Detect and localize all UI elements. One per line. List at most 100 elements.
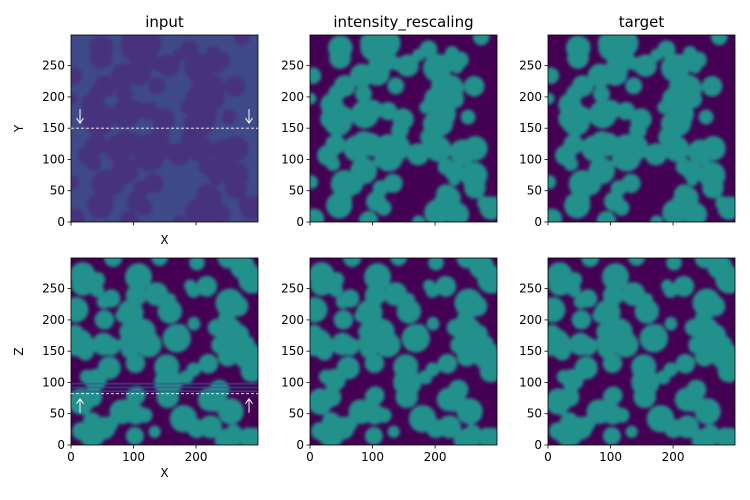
heatmap-blob bbox=[556, 369, 571, 384]
heatmap-blob bbox=[173, 215, 187, 222]
heatmap-blob bbox=[310, 175, 319, 189]
heatmap-blob bbox=[350, 157, 378, 185]
heatmap-blob bbox=[104, 258, 123, 268]
heatmap-blob bbox=[639, 324, 669, 353]
heatmap-blob bbox=[633, 385, 657, 409]
x-tick-label: 100 bbox=[599, 450, 622, 464]
y-tick-label: 250 bbox=[281, 282, 304, 296]
heatmap-blob bbox=[71, 296, 89, 323]
heatmap-blob bbox=[152, 59, 164, 71]
heatmap-blob bbox=[629, 121, 647, 139]
heatmap-blob bbox=[184, 279, 197, 292]
heatmap-blob bbox=[119, 210, 140, 222]
heatmap-blob bbox=[569, 416, 593, 440]
heatmap-blob bbox=[86, 134, 107, 155]
heatmap-image bbox=[548, 258, 735, 445]
heatmap-blob bbox=[715, 195, 730, 210]
heatmap-blob bbox=[613, 199, 630, 216]
y-tick-label: 0 bbox=[534, 215, 542, 229]
heatmap-blob bbox=[209, 379, 230, 400]
heatmap-blob bbox=[396, 299, 422, 324]
heatmap-blob bbox=[594, 299, 621, 326]
panel-xy-input: 0 50 100 150 200 250 input X Y bbox=[12, 13, 259, 247]
heatmap-blob bbox=[364, 426, 383, 445]
heatmap-blob bbox=[702, 177, 724, 199]
heatmap-blob bbox=[144, 282, 169, 306]
heatmap-blob bbox=[198, 158, 216, 176]
panel-title: input bbox=[145, 13, 184, 31]
heatmap-blob bbox=[358, 210, 379, 222]
heatmap-blob bbox=[229, 324, 250, 345]
heatmap-blob bbox=[391, 121, 409, 139]
heatmap-blob bbox=[701, 75, 723, 97]
heatmap-blob bbox=[698, 109, 714, 125]
y-tick-label: 0 bbox=[57, 438, 65, 452]
y-tick-label: 250 bbox=[519, 282, 542, 296]
heatmap-blob bbox=[343, 258, 362, 268]
heatmap-blob bbox=[383, 282, 408, 306]
panel-xy-rescaled: 0 50 100 150 200 250 intensity_rescaling bbox=[281, 13, 498, 229]
x-tick-label: 0 bbox=[306, 450, 314, 464]
heatmap-blob bbox=[71, 389, 94, 415]
heatmap-blob bbox=[412, 215, 426, 222]
y-axis-label: Y bbox=[12, 124, 26, 133]
heatmap-blob bbox=[629, 59, 641, 71]
heatmap-blob bbox=[152, 121, 170, 139]
heatmap-blob bbox=[663, 136, 690, 163]
heatmap-blob bbox=[649, 409, 667, 426]
heatmap-blob bbox=[567, 46, 590, 69]
heatmap-blob bbox=[657, 100, 671, 114]
heatmap-blob bbox=[148, 425, 161, 438]
heatmap-blob bbox=[387, 77, 405, 95]
heatmap-blob bbox=[463, 75, 485, 97]
y-tick-label: 0 bbox=[296, 438, 304, 452]
heatmap-blob bbox=[664, 418, 684, 439]
heatmap-blob bbox=[221, 109, 237, 125]
heatmap-blob bbox=[310, 324, 323, 341]
heatmap-blob bbox=[214, 428, 240, 445]
heatmap-blob bbox=[578, 289, 598, 308]
heatmap-blob bbox=[71, 208, 86, 222]
heatmap-blob bbox=[569, 332, 592, 356]
heatmap-blob bbox=[644, 143, 668, 166]
heatmap-blob bbox=[419, 100, 433, 114]
heatmap-blob bbox=[548, 296, 566, 323]
heatmap-blob bbox=[196, 184, 218, 205]
heatmap-blob bbox=[101, 289, 121, 308]
heatmap-blob bbox=[435, 275, 457, 297]
heatmap-blob bbox=[139, 101, 159, 121]
heatmap-blob bbox=[325, 134, 346, 155]
heatmap-blob bbox=[89, 283, 105, 298]
heatmap-blob bbox=[364, 284, 387, 307]
heatmap-blob bbox=[401, 324, 431, 353]
heatmap-blob bbox=[94, 75, 117, 97]
y-tick-label: 50 bbox=[289, 407, 304, 421]
heatmap-blob bbox=[690, 51, 707, 69]
heatmap-blob bbox=[716, 427, 734, 445]
heatmap-blob bbox=[605, 266, 629, 290]
heatmap-blob bbox=[435, 184, 457, 205]
heatmap-blob bbox=[125, 353, 146, 374]
heatmap-blob bbox=[468, 324, 489, 345]
heatmap-blob bbox=[373, 154, 386, 168]
heatmap-blob bbox=[669, 105, 687, 123]
heatmap-blob bbox=[656, 370, 671, 385]
heatmap-blob bbox=[310, 422, 329, 441]
heatmap-blob bbox=[362, 99, 383, 120]
heatmap-blob bbox=[127, 386, 146, 405]
heatmap-blob bbox=[189, 258, 205, 271]
artefact-band bbox=[71, 390, 258, 393]
heatmap-blob bbox=[318, 369, 333, 384]
y-tick-label: 100 bbox=[281, 152, 304, 166]
x-tick-label: 100 bbox=[122, 450, 145, 464]
x-tick-label: 0 bbox=[544, 450, 552, 464]
heatmap-blob bbox=[572, 106, 592, 126]
y-tick-label: 150 bbox=[281, 121, 304, 135]
y-tick-label: 50 bbox=[50, 184, 65, 198]
heatmap-blob bbox=[605, 59, 621, 74]
y-tick-label: 50 bbox=[289, 184, 304, 198]
heatmap-blob bbox=[330, 169, 359, 198]
heatmap-blob bbox=[425, 136, 452, 163]
heatmap-blob bbox=[391, 59, 403, 71]
